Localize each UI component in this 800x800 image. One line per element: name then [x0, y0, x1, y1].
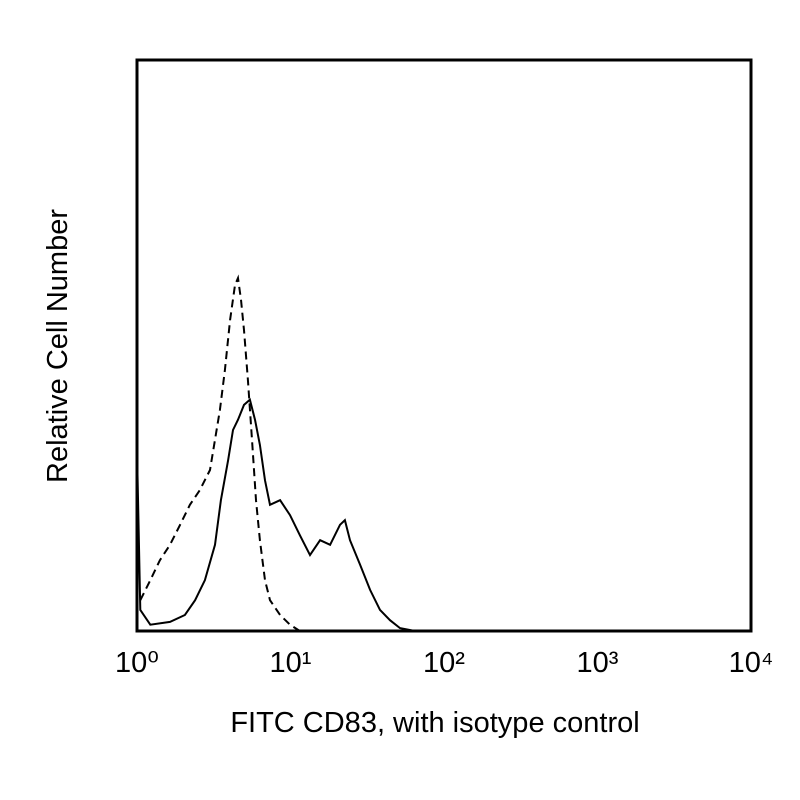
histogram-line: [136, 397, 416, 632]
x-tick-label: 10⁰: [115, 647, 159, 679]
x-axis-label: FITC CD83, with isotype control: [230, 707, 639, 739]
y-axis-label: Relative Cell Number: [42, 209, 74, 483]
histogram-line: [139, 274, 301, 632]
x-tick-label: 10³: [577, 647, 619, 679]
x-tick-label: 10²: [423, 647, 465, 679]
x-tick-label: 10⁴: [729, 647, 774, 679]
x-tick-label: 10¹: [270, 647, 312, 679]
plot-frame: [135, 58, 753, 633]
